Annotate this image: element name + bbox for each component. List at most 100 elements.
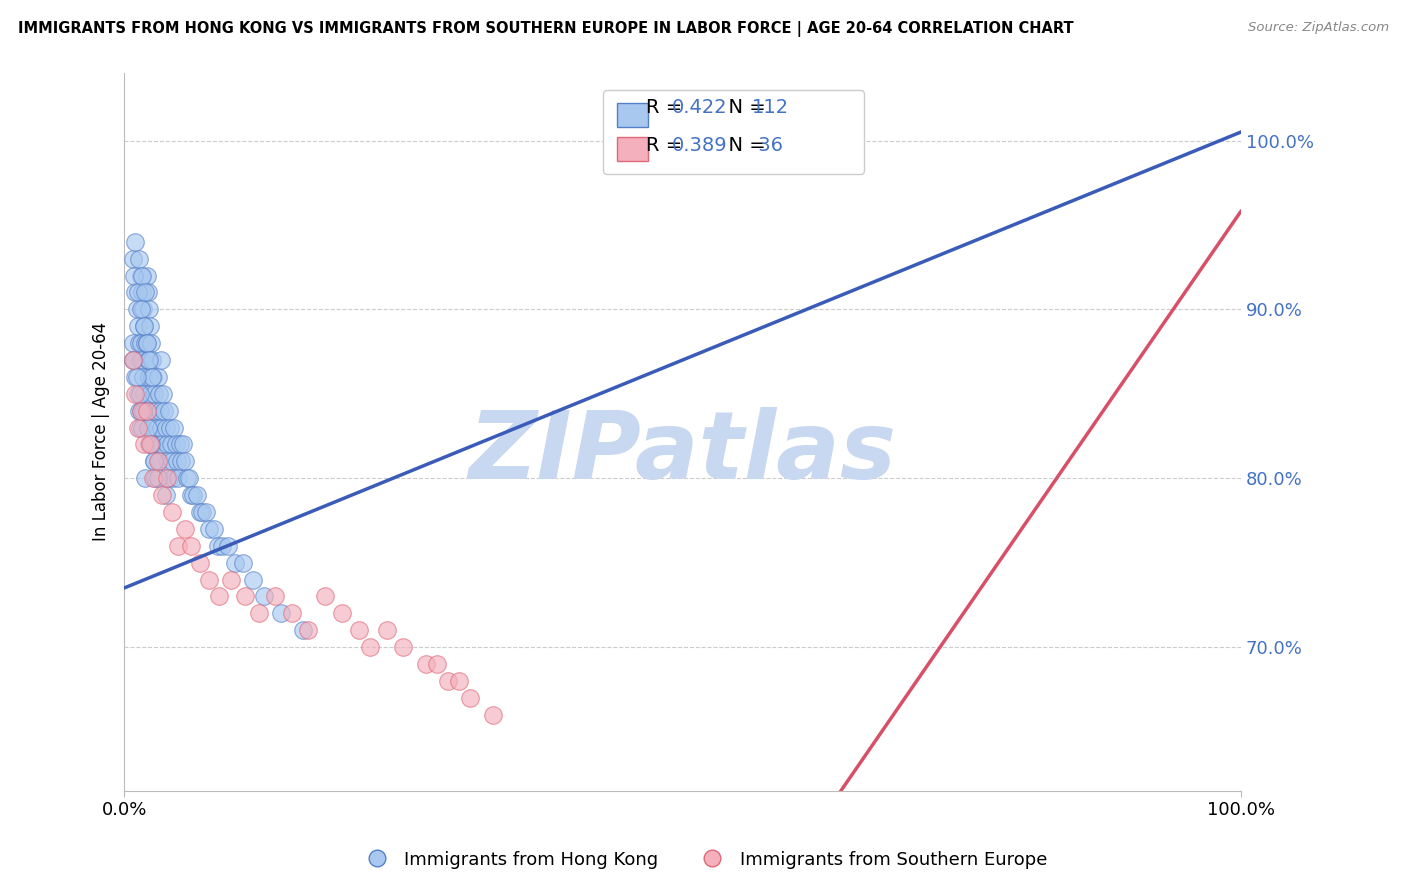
Point — [138, 302, 160, 317]
Point — [129, 403, 152, 417]
Point — [127, 319, 149, 334]
Point — [124, 386, 146, 401]
Point — [131, 268, 153, 283]
Point — [146, 370, 169, 384]
Point — [392, 640, 415, 654]
Text: ZIPatlas: ZIPatlas — [468, 408, 897, 500]
Point — [152, 386, 174, 401]
Point — [122, 268, 145, 283]
Point — [128, 353, 150, 368]
Point — [141, 370, 163, 384]
Point — [122, 353, 145, 368]
Point — [208, 590, 231, 604]
Point — [124, 370, 146, 384]
Point — [157, 403, 180, 417]
Point — [347, 623, 370, 637]
Point — [135, 336, 157, 351]
Point — [165, 437, 187, 451]
Point — [125, 370, 148, 384]
Point — [169, 437, 191, 451]
Point — [157, 471, 180, 485]
Point — [148, 386, 170, 401]
Text: 0.389: 0.389 — [671, 136, 727, 155]
Text: 36: 36 — [752, 136, 783, 155]
Point — [146, 437, 169, 451]
Point — [314, 590, 336, 604]
Point — [177, 471, 200, 485]
Point — [221, 573, 243, 587]
Point — [437, 673, 460, 688]
Point — [138, 437, 160, 451]
Point — [481, 707, 503, 722]
Point — [132, 302, 155, 317]
Point — [125, 302, 148, 317]
Point — [134, 285, 156, 300]
Point — [156, 437, 179, 451]
Point — [139, 319, 162, 334]
Point — [160, 505, 183, 519]
Point — [191, 505, 214, 519]
Point — [170, 454, 193, 468]
Point — [143, 386, 166, 401]
Point — [415, 657, 437, 671]
Point — [449, 673, 471, 688]
Point — [138, 353, 160, 368]
Point — [297, 623, 319, 637]
Y-axis label: In Labor Force | Age 20-64: In Labor Force | Age 20-64 — [93, 322, 110, 541]
Point — [247, 607, 270, 621]
Point — [131, 353, 153, 368]
Point — [135, 336, 157, 351]
Point — [134, 336, 156, 351]
Point — [280, 607, 302, 621]
Point — [173, 454, 195, 468]
Point — [136, 285, 159, 300]
Point — [129, 403, 152, 417]
Text: 0.422: 0.422 — [671, 98, 727, 117]
Point — [131, 420, 153, 434]
Point — [145, 471, 167, 485]
Point — [135, 403, 157, 417]
Point — [124, 235, 146, 249]
Point — [207, 539, 229, 553]
Point — [160, 437, 183, 451]
Point — [253, 590, 276, 604]
Point — [142, 471, 165, 485]
Point — [150, 353, 173, 368]
Point — [153, 403, 176, 417]
Point — [142, 437, 165, 451]
Point — [163, 420, 186, 434]
Text: Source: ZipAtlas.com: Source: ZipAtlas.com — [1249, 21, 1389, 34]
Point — [375, 623, 398, 637]
Point — [150, 420, 173, 434]
Text: N =: N = — [716, 136, 772, 155]
Point — [122, 336, 145, 351]
Point — [135, 268, 157, 283]
Point — [173, 522, 195, 536]
Point — [127, 285, 149, 300]
Point — [233, 590, 256, 604]
Point — [146, 454, 169, 468]
Point — [139, 437, 162, 451]
Point — [131, 285, 153, 300]
Point — [122, 353, 145, 368]
Point — [146, 471, 169, 485]
Point — [172, 437, 194, 451]
Point — [128, 403, 150, 417]
Point — [194, 505, 217, 519]
Point — [160, 454, 183, 468]
Point — [330, 607, 353, 621]
Point — [122, 353, 145, 368]
Point — [129, 268, 152, 283]
Point — [264, 590, 287, 604]
Point — [166, 539, 188, 553]
Point — [159, 420, 181, 434]
Point — [166, 454, 188, 468]
Point — [127, 386, 149, 401]
Text: R =: R = — [645, 98, 688, 117]
Point — [202, 522, 225, 536]
Point — [188, 556, 211, 570]
Point — [139, 336, 162, 351]
Point — [142, 370, 165, 384]
Point — [156, 471, 179, 485]
Point — [139, 437, 162, 451]
